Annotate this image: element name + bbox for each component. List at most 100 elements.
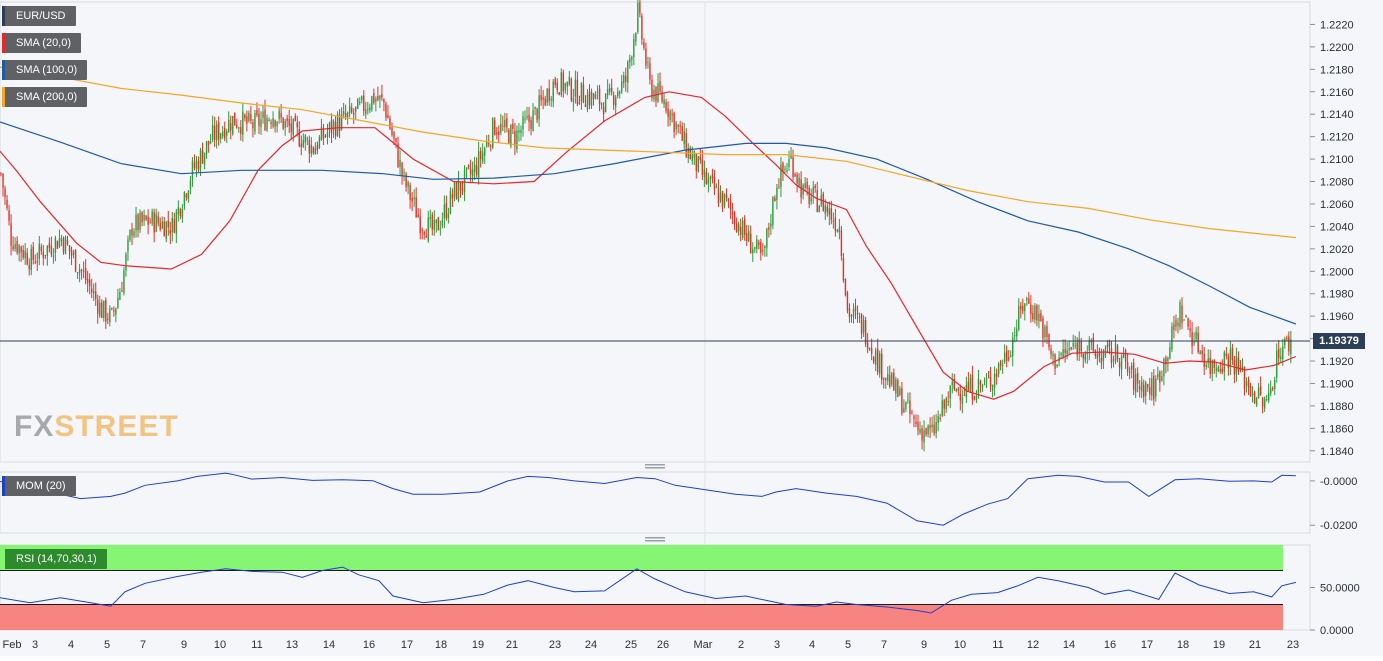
candle-body xyxy=(437,217,440,231)
sma-line-2 xyxy=(0,66,1296,239)
x-tick-label: 19 xyxy=(1213,639,1225,651)
candle-body xyxy=(943,399,945,409)
candle-body xyxy=(1145,382,1147,396)
legend-rsi[interactable]: RSI (14,70,30,1) xyxy=(2,549,107,569)
candle-body xyxy=(572,98,575,102)
x-tick-label: 18 xyxy=(1177,639,1189,651)
candle-body xyxy=(1245,381,1248,386)
candle-body xyxy=(86,278,89,284)
candle-body xyxy=(673,112,675,132)
candle-body xyxy=(737,224,740,232)
candle-body xyxy=(451,194,454,199)
candle-body xyxy=(294,115,296,121)
candle-body xyxy=(1286,338,1288,340)
candle-body xyxy=(205,141,208,154)
candle-body xyxy=(1203,353,1205,367)
legend-momentum[interactable]: MOM (20) xyxy=(2,476,76,496)
legend-eurusd[interactable]: EUR/USD xyxy=(2,6,76,26)
candle-body xyxy=(1076,342,1078,356)
candle-body xyxy=(467,165,470,167)
candle-body xyxy=(655,87,657,102)
candle-body xyxy=(1207,358,1209,362)
candle-body xyxy=(556,82,558,91)
candle-body xyxy=(1143,384,1145,397)
candle-body xyxy=(26,252,28,265)
candle-body xyxy=(8,210,10,221)
candle-body xyxy=(117,297,119,308)
candle-body xyxy=(46,245,49,256)
candle-body xyxy=(6,199,8,209)
panel-backgrounds xyxy=(0,1,1311,631)
candle-body xyxy=(332,121,335,131)
candle-body xyxy=(842,258,845,281)
candle-body xyxy=(520,130,522,133)
candle-body xyxy=(1239,368,1242,370)
candle-body xyxy=(727,199,730,201)
candle-body xyxy=(504,119,506,128)
candle-body xyxy=(516,130,518,150)
candle-body xyxy=(246,116,248,124)
candle-body xyxy=(647,61,649,63)
candle-body xyxy=(306,138,309,140)
candle-body xyxy=(752,249,754,254)
candle-body xyxy=(564,83,567,91)
candle-body xyxy=(1243,366,1246,389)
candle-body xyxy=(145,215,147,220)
candle-body xyxy=(213,125,216,140)
candle-body xyxy=(1118,361,1121,368)
candle-body xyxy=(328,122,331,131)
candle-body xyxy=(602,106,605,115)
candle-body xyxy=(584,104,587,108)
candle-body xyxy=(619,91,621,94)
y-tick-label: -0.0200 xyxy=(1320,520,1357,532)
candle-body xyxy=(1016,328,1018,337)
candle-body xyxy=(826,206,829,213)
candle-body xyxy=(893,372,895,391)
candle-body xyxy=(1096,353,1099,359)
legend-sma-20[interactable]: SMA (20,0) xyxy=(2,33,82,53)
legend-sma-200[interactable]: SMA (200,0) xyxy=(2,87,88,107)
candle-body xyxy=(844,278,847,296)
candle-body xyxy=(699,156,702,161)
candle-body xyxy=(739,227,742,235)
candle-body xyxy=(389,118,391,129)
candle-body xyxy=(590,92,593,106)
candle-body xyxy=(935,422,937,434)
candle-body xyxy=(637,3,639,32)
candle-body xyxy=(778,187,780,189)
candle-body xyxy=(34,261,36,263)
candle-body xyxy=(1179,302,1181,328)
candle-body xyxy=(82,270,85,272)
candle-body xyxy=(250,114,252,121)
candle-body xyxy=(326,131,329,137)
candle-body xyxy=(97,299,99,314)
candle-body xyxy=(756,239,758,249)
y-tick-label: 1.2100 xyxy=(1320,154,1354,166)
candle-body xyxy=(659,81,661,92)
candle-body xyxy=(1169,347,1171,359)
candle-body xyxy=(330,119,333,134)
x-tick-label: 7 xyxy=(881,639,887,651)
candle-body xyxy=(610,87,613,93)
candle-body xyxy=(423,231,425,235)
candle-body xyxy=(731,212,734,215)
candle-body xyxy=(375,99,377,102)
candle-body xyxy=(1259,386,1262,395)
candle-body xyxy=(566,81,569,87)
legend-sma-100[interactable]: SMA (100,0) xyxy=(2,60,88,80)
y-tick-label: 1.1900 xyxy=(1320,378,1354,390)
candle-body xyxy=(1225,353,1228,357)
candle-body xyxy=(280,113,282,118)
candle-body xyxy=(713,176,716,190)
candle-body xyxy=(901,388,903,414)
candle-body xyxy=(562,72,564,92)
candle-body xyxy=(850,315,853,317)
candle-body xyxy=(540,94,542,101)
candle-body xyxy=(1064,348,1066,353)
candle-body xyxy=(701,159,704,175)
candle-body xyxy=(88,279,91,286)
candle-body xyxy=(891,373,893,385)
x-tick-label: 21 xyxy=(506,639,518,651)
candle-body xyxy=(649,63,651,80)
candle-body xyxy=(812,187,814,195)
